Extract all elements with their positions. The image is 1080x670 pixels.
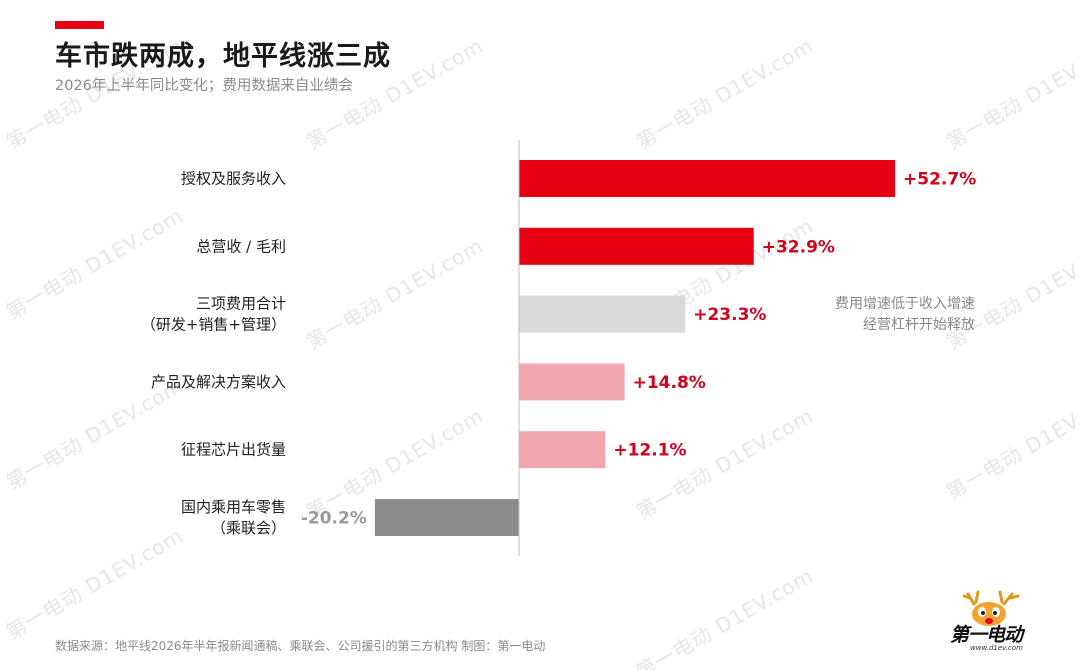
- logo-text: 第一电动: [950, 624, 1023, 646]
- data-label: +23.3%: [693, 305, 766, 325]
- data-label: +32.9%: [762, 237, 835, 257]
- data-label: +52.7%: [903, 170, 976, 190]
- category-label: 国内乘用车零售: [181, 498, 286, 516]
- page-subtitle: 2026年上半年同比变化；费用数据来自业绩会: [55, 78, 353, 94]
- category-label: （研发+销售+管理）: [141, 316, 286, 334]
- page-title: 车市跌两成，地平线涨三成: [55, 41, 391, 72]
- bar: [519, 431, 606, 469]
- source-note: 数据来源：地平线2026年半年报新闻通稿、乘联会、公司援引的第三方机构 制图：第…: [55, 639, 546, 653]
- category-label: （乘联会）: [211, 519, 286, 537]
- logo-url: www.d1ev.com: [970, 644, 1023, 652]
- annotation-line-2: 经营杠杆开始释放: [863, 317, 975, 333]
- annotation-line-1: 费用增速低于收入增速: [835, 296, 975, 312]
- category-label: 产品及解决方案收入: [151, 373, 286, 391]
- bar: [519, 363, 625, 401]
- category-label: 征程芯片出货量: [181, 441, 286, 459]
- category-label: 总营收 / 毛利: [196, 237, 286, 255]
- category-label: 授权及服务收入: [181, 170, 286, 188]
- bar: [519, 227, 754, 265]
- data-label: +14.8%: [633, 373, 706, 393]
- bar: [374, 499, 519, 536]
- bar: [519, 160, 895, 197]
- data-label: -20.2%: [301, 509, 367, 529]
- category-label: 三项费用合计: [196, 295, 286, 313]
- brand-logo: 第一电动 www.d1ev.com: [940, 590, 1070, 655]
- title-accent-bar: [55, 21, 104, 29]
- chart-annotation: 费用增速低于收入增速 经营杠杆开始释放: [790, 294, 975, 336]
- data-label: +12.1%: [613, 441, 686, 461]
- reindeer-mascot-icon: [962, 590, 1020, 626]
- bar: [519, 295, 686, 333]
